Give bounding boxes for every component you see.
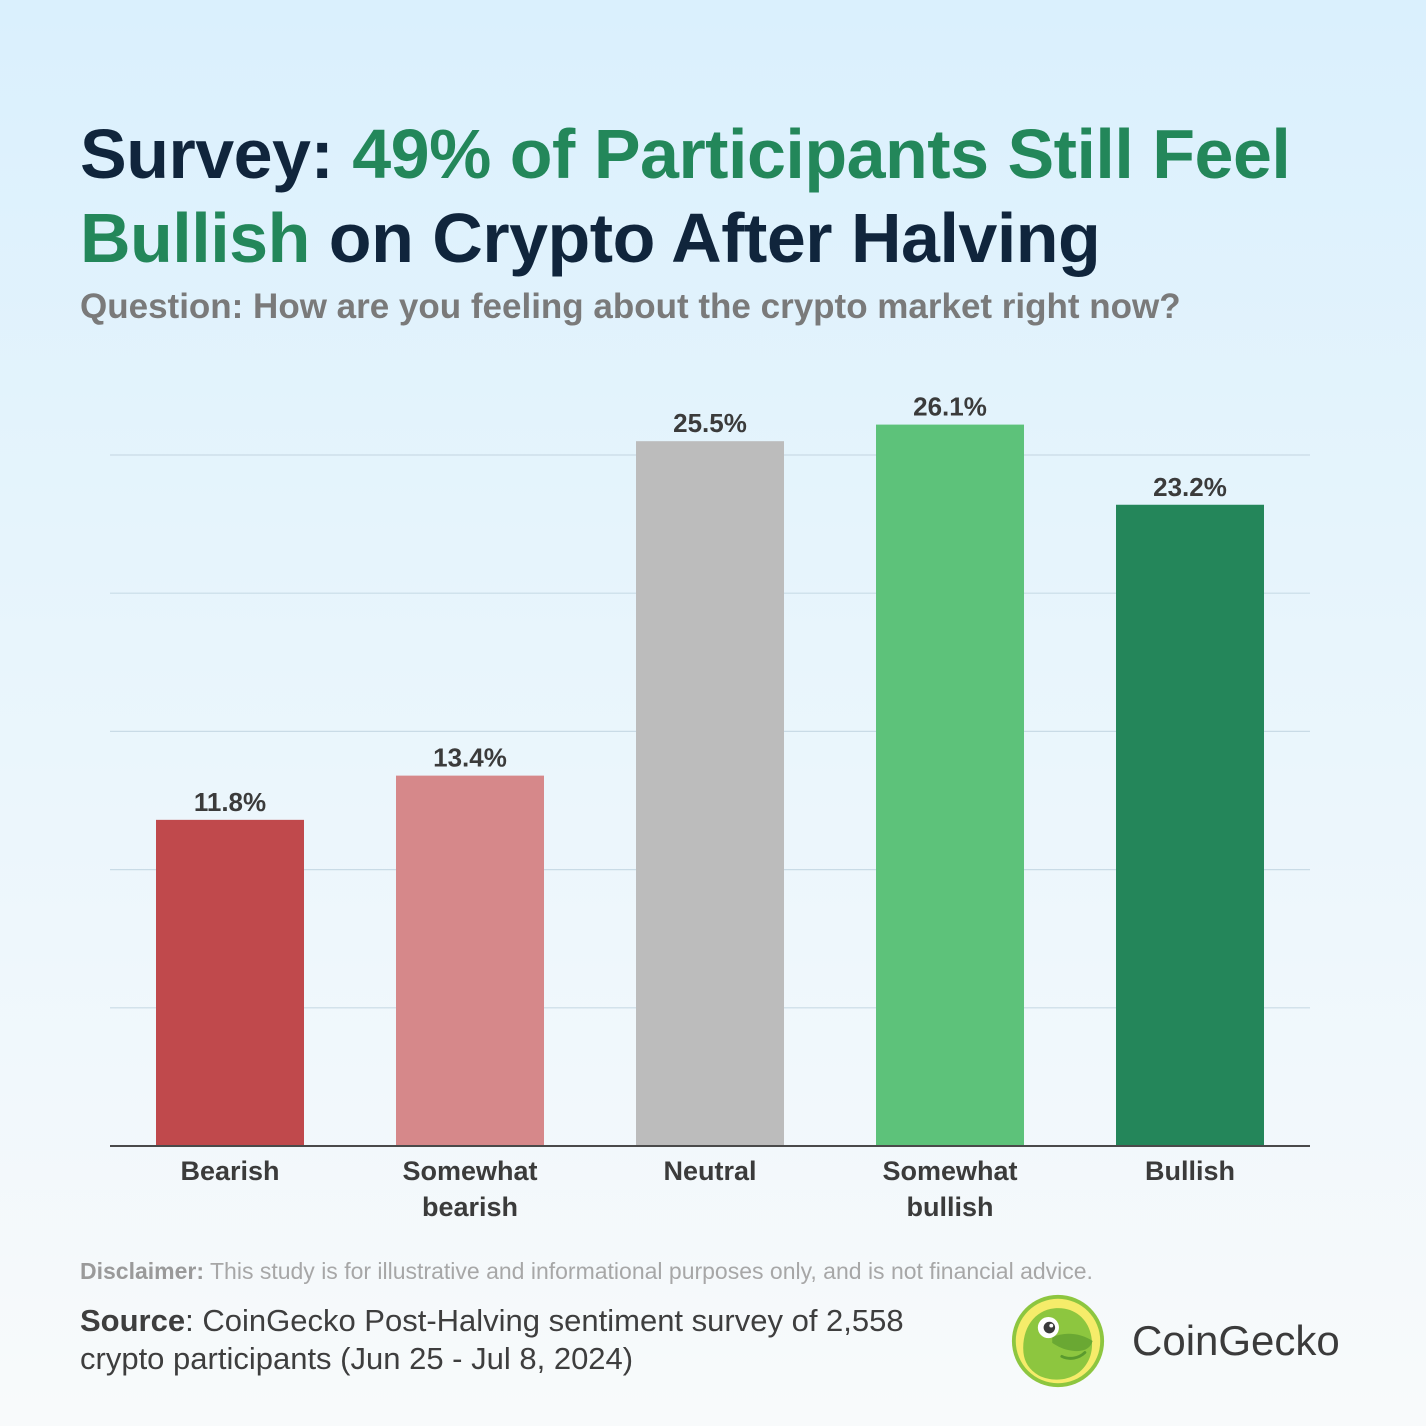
category-label: Bullish xyxy=(1145,1156,1235,1186)
survey-question: Question: How are you feeling about the … xyxy=(80,287,1181,326)
brand-name: CoinGecko xyxy=(1132,1317,1340,1364)
title-prefix: Survey: xyxy=(80,115,353,193)
data-label: 23.2% xyxy=(1153,472,1227,502)
coingecko-logo-icon xyxy=(1011,1294,1105,1388)
bar xyxy=(1116,504,1264,1146)
brand: CoinGecko xyxy=(1010,1290,1390,1390)
data-label: 13.4% xyxy=(433,743,507,773)
bar-chart: 11.8% Bearish 13.4% Somewhat bearish 25.5% Neu… xyxy=(110,392,1310,1222)
category-label: bullish xyxy=(907,1192,994,1222)
title-suffix: on Crypto After Halving xyxy=(309,199,1101,277)
bar xyxy=(396,775,544,1146)
bar xyxy=(636,441,784,1146)
data-label: 25.5% xyxy=(673,408,747,438)
bar xyxy=(156,819,304,1146)
disclaimer-text: This study is for illustrative and infor… xyxy=(204,1258,1093,1284)
category-label: Neutral xyxy=(663,1156,756,1186)
data-label: 26.1% xyxy=(913,392,987,422)
source-text: : CoinGecko Post-Halving sentiment surve… xyxy=(80,1303,904,1376)
title-highlight: 49% of Participants Still Feel Bullish xyxy=(80,115,1291,277)
source-label: Source xyxy=(80,1303,186,1338)
category-label: Bearish xyxy=(180,1156,279,1186)
data-label: 11.8% xyxy=(194,787,266,817)
source-note: Source: CoinGecko Post-Halving sentiment… xyxy=(80,1302,960,1378)
bar xyxy=(876,424,1024,1146)
category-label: Somewhat xyxy=(882,1156,1017,1186)
disclaimer: Disclaimer: This study is for illustrati… xyxy=(80,1257,1093,1285)
category-label: bearish xyxy=(422,1192,518,1222)
category-label: Somewhat xyxy=(402,1156,537,1186)
disclaimer-label: Disclaimer: xyxy=(80,1258,205,1284)
chart-title: Survey: 49% of Participants Still Feel B… xyxy=(80,112,1400,280)
